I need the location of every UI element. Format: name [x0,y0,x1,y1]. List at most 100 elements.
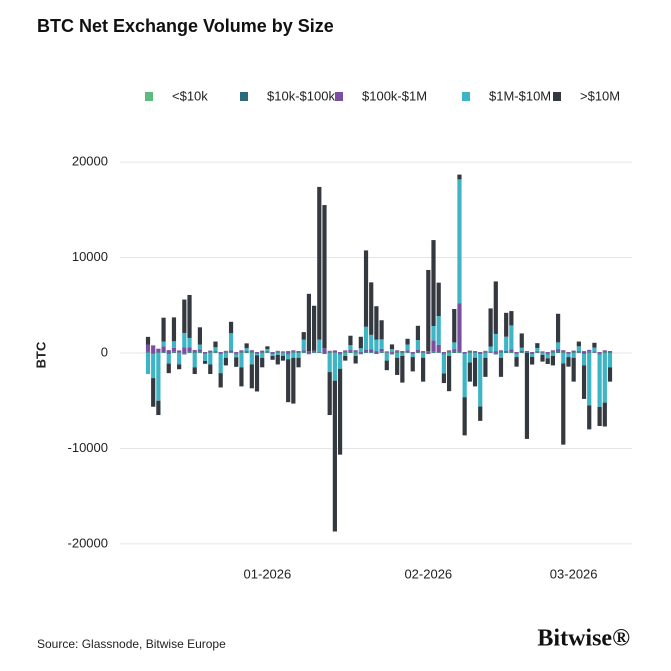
bar-segment [260,357,265,368]
bar-segment [540,352,545,353]
bar-segment [337,352,343,353]
bar-segment [374,306,379,340]
bar-segment [249,350,254,352]
bar-segment [452,351,457,353]
bar-segment [550,353,555,356]
bar-segment [161,352,166,353]
bar-segment [545,353,550,355]
bar-segment [561,350,566,352]
bar-segment [436,352,441,353]
bar-segment [535,343,540,348]
bar-segment [197,351,203,353]
y-tick-label: -20000 [68,535,108,550]
bar-segment [597,352,602,353]
bar-segment [322,205,327,349]
bar-segment [550,351,555,353]
bar-segment [431,240,436,326]
bar-segment [213,351,218,353]
bar-segment [234,354,239,358]
bar-segment [467,351,472,353]
bar-segment [358,336,363,349]
bar-segment [306,293,312,352]
legend-swatch [335,92,343,101]
bar-segment [208,351,213,353]
bar-segment [602,402,607,427]
bar-segment [145,344,151,352]
bar-segment [504,351,509,353]
bar-segment [161,317,166,342]
bar-segment [607,351,613,353]
bar-segment [509,349,514,352]
bar-segment [514,353,519,355]
bar-segment [431,325,436,341]
bar-segment [374,353,379,355]
bar-segment [571,350,576,352]
bar-segment [260,351,265,353]
bar-segment [436,344,441,353]
bar-segment [177,353,182,365]
bar-segment [498,350,504,352]
bar-segment [192,351,197,353]
bar-segment [151,378,156,407]
bar-segment [306,353,312,355]
bar-segment [291,351,296,353]
bar-segment [275,353,280,355]
bar-segment [197,344,203,350]
bar-segment [431,340,436,352]
bar-segment [462,397,467,436]
bar-segment [457,174,462,180]
bar-segment [208,353,213,365]
y-tick-label: -10000 [68,440,108,455]
bar-segment [358,348,363,353]
y-tick-label: 0 [101,344,108,359]
bar-segment [400,350,405,352]
bar-segment [166,350,171,353]
bar-segment [239,350,244,352]
bar-segment [239,367,244,387]
bar-segment [592,352,597,353]
bar-segment [249,364,254,389]
bar-segment [415,340,421,350]
x-tick-label: 03-2026 [550,566,598,581]
bar-segment [483,351,488,353]
bar-segment [493,351,498,353]
bar-segment [280,353,286,356]
legend-swatch [553,92,561,101]
bar-segment [348,345,353,351]
bar-segment [343,353,348,356]
bar-segment [177,364,182,370]
bar-segment [192,367,197,374]
chart-title: BTC Net Exchange Volume by Size [37,16,334,36]
bar-segment [301,332,306,340]
bar-segment [218,353,223,355]
bar-segment [561,351,566,353]
bar-segment [156,351,161,353]
bar-segment [343,355,348,361]
bar-segment [301,350,306,352]
bar-segment [524,352,530,353]
bar-segment [343,351,348,353]
bar-segment [504,312,509,337]
bar-segment [166,363,171,374]
bar-segment [540,353,545,355]
bar-segment [161,341,166,347]
bar-segment [519,351,524,353]
bar-segment [270,354,275,356]
bar-segment [509,351,514,353]
bar-segment [327,351,332,353]
bar-segment [555,351,561,353]
bar-segment [530,352,535,353]
bar-segment [317,339,322,353]
bar-segment [415,351,421,353]
bar-segment [296,351,301,353]
legend-label: <$10k [172,88,208,103]
bar-segment [379,339,384,349]
bar-segment [254,354,260,356]
bar-segment [467,362,472,382]
bar-segment [337,353,343,355]
bar-segment [182,299,187,333]
bar-segment [348,335,353,346]
y-axis-label: BTC [33,341,48,368]
bar-segment [426,269,431,352]
bar-segment [291,353,296,358]
